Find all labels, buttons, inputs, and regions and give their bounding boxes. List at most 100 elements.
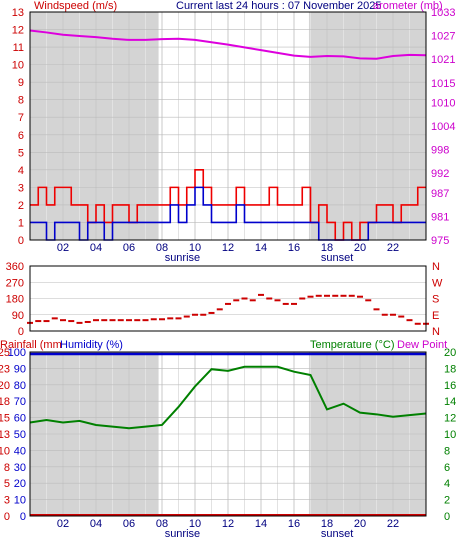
y-tick-label: 360 bbox=[6, 261, 24, 273]
rain-tick-label: 20 bbox=[0, 380, 10, 392]
y-right-tick-label: 12 bbox=[444, 413, 456, 425]
humidity-tick-label: 10 bbox=[14, 495, 26, 507]
humidity-tick-label: 80 bbox=[14, 380, 26, 392]
y-right-tick-label: 6 bbox=[444, 462, 450, 474]
plot-frame bbox=[29, 265, 427, 332]
x-tick-label: 16 bbox=[288, 242, 300, 254]
y-right-tick-label: 1010 bbox=[431, 97, 455, 109]
x-tick-label: 08 bbox=[156, 242, 168, 254]
y-tick-label: 4 bbox=[18, 165, 24, 177]
wind-axis-label: Windspeed (m/s) bbox=[34, 0, 117, 12]
temperature-series-line bbox=[29, 365, 427, 430]
x-tick-label: 12 bbox=[222, 518, 234, 530]
compass-label: N bbox=[432, 261, 440, 273]
sunset-label: sunset bbox=[321, 252, 353, 264]
rain-tick-label: 8 bbox=[4, 462, 10, 474]
x-tick-label: 04 bbox=[90, 242, 102, 254]
y-right-tick-label: 18 bbox=[444, 363, 456, 375]
humidity-tick-label: 20 bbox=[14, 478, 26, 490]
x-tick-label: 18 bbox=[321, 518, 333, 530]
rain-tick-label: 0 bbox=[4, 511, 10, 523]
y-tick-label: 8 bbox=[18, 95, 24, 107]
rain-tick-label: 5 bbox=[4, 478, 10, 490]
x-tick-label: 22 bbox=[387, 242, 399, 254]
y-tick-label: 1 bbox=[18, 217, 24, 229]
humidity-tick-label: 100 bbox=[8, 347, 26, 359]
x-tick-label: 16 bbox=[288, 518, 300, 530]
baro-axis-label: arometer (mb) bbox=[373, 0, 443, 12]
sunrise-label: sunrise bbox=[165, 528, 200, 540]
y-right-tick-label: 20 bbox=[444, 347, 456, 359]
y-right-tick-label: 1027 bbox=[431, 31, 455, 43]
y-tick-label: 10 bbox=[12, 60, 24, 72]
y-tick-label: 270 bbox=[6, 277, 24, 289]
night-shade bbox=[308, 12, 426, 240]
y-right-tick-label: 975 bbox=[431, 235, 449, 247]
y-tick-label: 7 bbox=[18, 112, 24, 124]
y-tick-label: 180 bbox=[6, 294, 24, 306]
y-right-tick-label: 981 bbox=[431, 211, 449, 223]
compass-label: N bbox=[432, 326, 440, 338]
y-tick-label: 0 bbox=[18, 235, 24, 247]
compass-label: W bbox=[432, 277, 443, 289]
x-tick-label: 10 bbox=[189, 518, 201, 530]
plot-frame bbox=[29, 351, 427, 517]
y-right-tick-label: 2 bbox=[444, 495, 450, 507]
y-right-tick-label: 998 bbox=[431, 145, 449, 157]
y-tick-label: 6 bbox=[18, 130, 24, 142]
y-tick-label: 11 bbox=[13, 42, 24, 54]
y-tick-label: 0 bbox=[18, 326, 24, 338]
x-tick-label: 04 bbox=[90, 518, 102, 530]
y-right-tick-label: 16 bbox=[444, 380, 456, 392]
rain-tick-label: 15 bbox=[0, 413, 10, 425]
day-area bbox=[158, 12, 309, 240]
humidity-tick-label: 30 bbox=[14, 462, 26, 474]
y-right-tick-label: 1021 bbox=[431, 54, 455, 66]
y-right-tick-label: 0 bbox=[444, 511, 450, 523]
compass-label: E bbox=[432, 310, 439, 322]
rain-tick-label: 18 bbox=[0, 396, 10, 408]
sunset-label: sunset bbox=[321, 528, 353, 540]
y-tick-label: 12 bbox=[12, 25, 24, 37]
y-right-tick-label: 987 bbox=[431, 188, 449, 200]
rain-axis-label: Rainfall (mm bbox=[0, 339, 62, 351]
x-tick-label: 02 bbox=[57, 242, 69, 254]
chart-title: Current last 24 hours : 07 November 2025 bbox=[176, 0, 381, 12]
x-tick-label: 14 bbox=[255, 242, 267, 254]
y-tick-label: 13 bbox=[12, 7, 24, 19]
temperature-axis-label: Temperature (°C) bbox=[310, 339, 394, 351]
barometer-series-line bbox=[29, 29, 427, 60]
x-tick-label: 12 bbox=[222, 242, 234, 254]
y-right-tick-label: 8 bbox=[444, 445, 450, 457]
y-right-tick-label: 1004 bbox=[431, 121, 455, 133]
x-tick-label: 20 bbox=[354, 518, 366, 530]
x-tick-label: 08 bbox=[156, 518, 168, 530]
humidity-tick-label: 50 bbox=[14, 429, 26, 441]
humidity-axis-label: Humidity (%) bbox=[60, 339, 123, 351]
x-tick-label: 18 bbox=[321, 242, 333, 254]
y-tick-label: 9 bbox=[18, 77, 24, 89]
x-tick-label: 14 bbox=[255, 518, 267, 530]
y-tick-label: 3 bbox=[18, 182, 24, 194]
y-tick-label: 5 bbox=[18, 147, 24, 159]
dewpoint-axis-label: Dew Point bbox=[397, 339, 447, 351]
x-tick-label: 22 bbox=[387, 518, 399, 530]
sunrise-label: sunrise bbox=[165, 252, 200, 264]
x-tick-label: 10 bbox=[189, 242, 201, 254]
humidity-tick-label: 90 bbox=[14, 363, 26, 375]
rain-tick-label: 10 bbox=[0, 445, 10, 457]
humidity-tick-label: 70 bbox=[14, 396, 26, 408]
rain-tick-label: 3 bbox=[4, 495, 10, 507]
humidity-tick-label: 0 bbox=[20, 511, 26, 523]
y-right-tick-label: 1033 bbox=[431, 7, 455, 19]
night-shade bbox=[30, 12, 159, 240]
humidity-tick-label: 40 bbox=[14, 445, 26, 457]
y-right-tick-label: 1015 bbox=[431, 78, 455, 90]
compass-label: S bbox=[432, 294, 439, 306]
rain-tick-label: 13 bbox=[0, 429, 10, 441]
rain-tick-label: 23 bbox=[0, 363, 10, 375]
humidity-tick-label: 60 bbox=[14, 413, 26, 425]
y-right-tick-label: 10 bbox=[444, 429, 456, 441]
y-right-tick-label: 992 bbox=[431, 168, 449, 180]
